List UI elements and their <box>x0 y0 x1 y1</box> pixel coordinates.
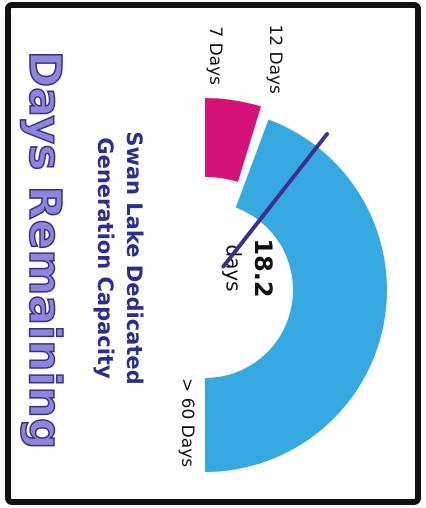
chart-title: Days Remaining <box>19 51 70 450</box>
subtitle-line: Generation Capacity <box>93 137 117 379</box>
tick-label: 12 Days <box>265 24 285 94</box>
subtitle-line: Swan Lake Dedicated <box>122 131 146 384</box>
gauge-band <box>205 98 262 182</box>
gauge-band <box>205 119 388 472</box>
tick-label: 7 Days <box>205 26 225 85</box>
tick-label: > 60 Days <box>177 378 197 467</box>
value-label: 18.2 <box>249 238 277 297</box>
gauge-needle <box>221 132 330 269</box>
